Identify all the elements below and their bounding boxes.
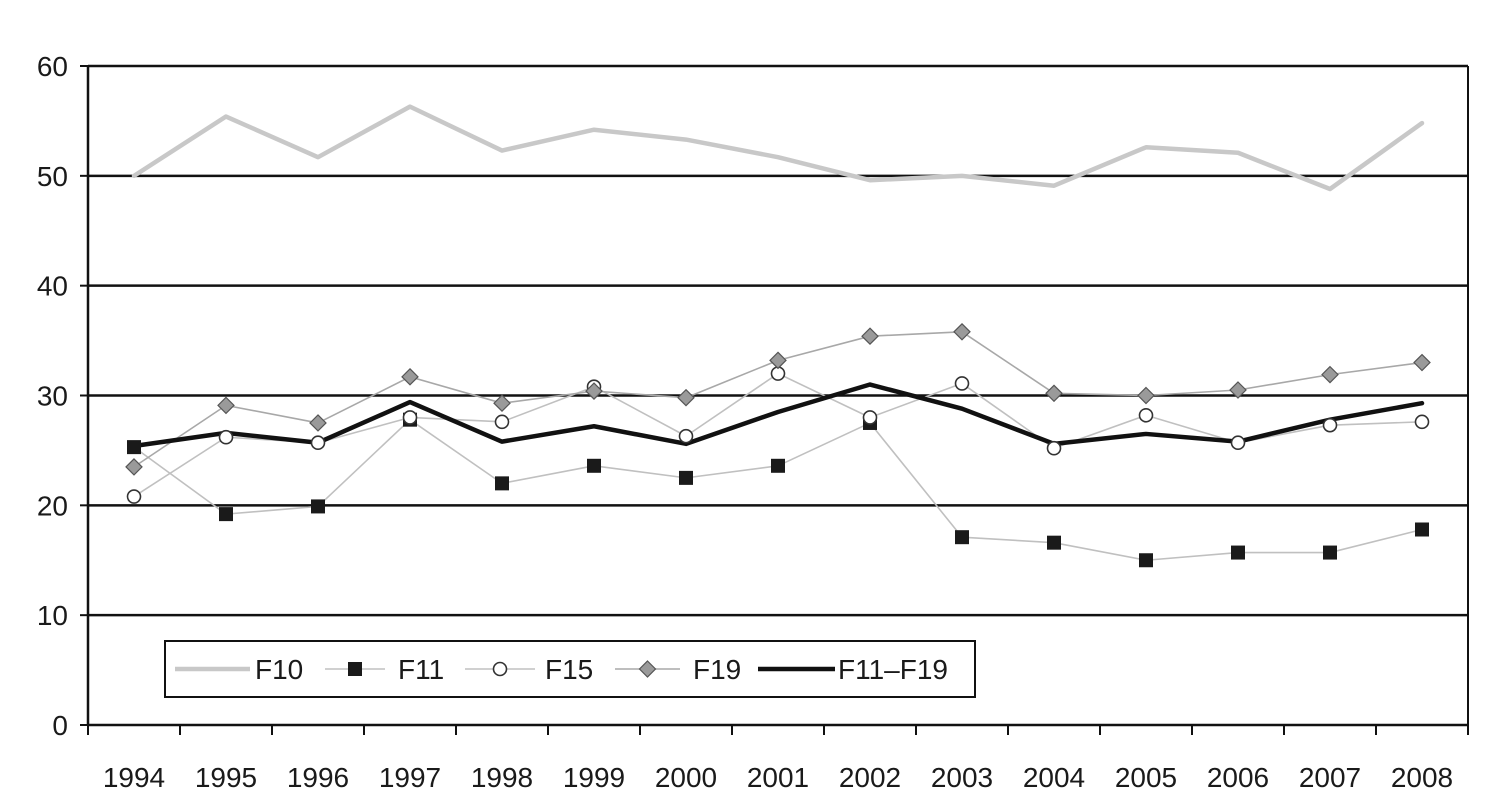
series-line <box>133 372 1423 498</box>
legend: F10 F11 F15 F19 F11–F19 <box>164 640 976 698</box>
data-point <box>401 367 419 386</box>
series-f15 <box>133 372 1423 498</box>
legend-item-f15: F15 <box>465 654 593 685</box>
y-tick-label: 20 <box>37 490 68 521</box>
data-point <box>587 458 601 473</box>
data-point <box>769 351 787 370</box>
data-point <box>679 470 693 485</box>
data-point <box>217 396 235 415</box>
data-point <box>1047 535 1061 550</box>
data-point <box>493 394 511 413</box>
data-point <box>310 435 326 451</box>
legend-label: F11 <box>398 654 444 685</box>
data-point <box>1323 545 1337 560</box>
legend-box <box>164 640 976 698</box>
data-point <box>677 388 695 407</box>
data-point <box>953 322 971 341</box>
data-point <box>955 530 969 545</box>
data-point <box>127 440 141 455</box>
y-tick-label: 60 <box>37 51 68 82</box>
data-point <box>861 327 879 346</box>
legend-item-f19: F19 <box>615 654 741 685</box>
y-tick-label: 50 <box>37 161 68 192</box>
data-point <box>585 382 603 400</box>
legend-marker <box>638 660 657 678</box>
markers-f19 <box>125 322 1431 476</box>
series-f10 <box>131 104 1425 192</box>
data-point <box>219 507 233 522</box>
legend-label: F11–F19 <box>838 654 948 685</box>
markers-f15 <box>126 366 1430 504</box>
data-point <box>1046 440 1062 456</box>
x-tick-label: 2004 <box>1023 762 1085 793</box>
data-point <box>1414 414 1430 430</box>
series-line <box>131 104 1425 192</box>
data-point <box>1045 384 1063 403</box>
data-point <box>309 414 327 432</box>
x-tick-label: 2006 <box>1207 762 1269 793</box>
data-point <box>402 410 418 425</box>
legend-item-f10: F10 <box>175 654 303 685</box>
data-point <box>1138 407 1154 423</box>
data-point <box>862 410 878 425</box>
data-point <box>1137 386 1155 405</box>
data-point <box>1413 353 1431 372</box>
data-point <box>1415 522 1429 537</box>
x-tick-label: 1996 <box>287 762 349 793</box>
data-point <box>1322 417 1338 433</box>
data-point <box>1321 365 1339 384</box>
data-point <box>1139 553 1153 568</box>
x-tick-label: 2001 <box>747 762 809 793</box>
x-tick-label: 1999 <box>563 762 625 793</box>
markers-f11 <box>127 412 1429 568</box>
axes: 0 10 20 30 40 50 60 1994 1995 1996 1997 1998 1999 200… <box>37 51 1469 793</box>
series-group <box>125 104 1431 568</box>
x-tick-label: 1998 <box>471 762 533 793</box>
data-point <box>954 376 970 391</box>
data-point <box>1229 381 1247 399</box>
x-tick-label: 2003 <box>931 762 993 793</box>
y-tick-label: 0 <box>52 710 68 741</box>
data-point <box>218 429 234 445</box>
x-tick-label: 2007 <box>1299 762 1361 793</box>
data-point <box>1230 435 1246 451</box>
x-tick-label: 1994 <box>103 762 165 793</box>
x-tick-label: 2002 <box>839 762 901 793</box>
x-tick-label: 2005 <box>1115 762 1177 793</box>
data-point <box>495 476 509 491</box>
y-tick-label: 10 <box>37 600 68 631</box>
x-tick-label: 1995 <box>195 762 257 793</box>
legend-label: F15 <box>545 654 593 685</box>
legend-item-f11: F11 <box>325 654 444 685</box>
data-point <box>678 428 694 444</box>
y-tick-label: 30 <box>37 381 68 412</box>
data-point <box>125 458 143 476</box>
data-point <box>311 499 325 514</box>
data-point <box>494 414 510 430</box>
legend-label: F10 <box>255 654 303 685</box>
x-tick-label: 1997 <box>379 762 441 793</box>
series-line <box>131 382 1425 449</box>
data-point <box>126 489 142 504</box>
legend-label: F19 <box>693 654 741 685</box>
data-point <box>1231 545 1245 560</box>
legend-marker <box>492 661 508 677</box>
x-tick-label: 2000 <box>655 762 717 793</box>
y-tick-label: 40 <box>37 271 68 302</box>
legend-item-f11-f19: F11–F19 <box>758 654 948 685</box>
legend-marker <box>348 662 362 676</box>
data-point <box>771 458 785 473</box>
x-tick-label: 2008 <box>1391 762 1453 793</box>
series-f11-f19 <box>131 382 1425 449</box>
